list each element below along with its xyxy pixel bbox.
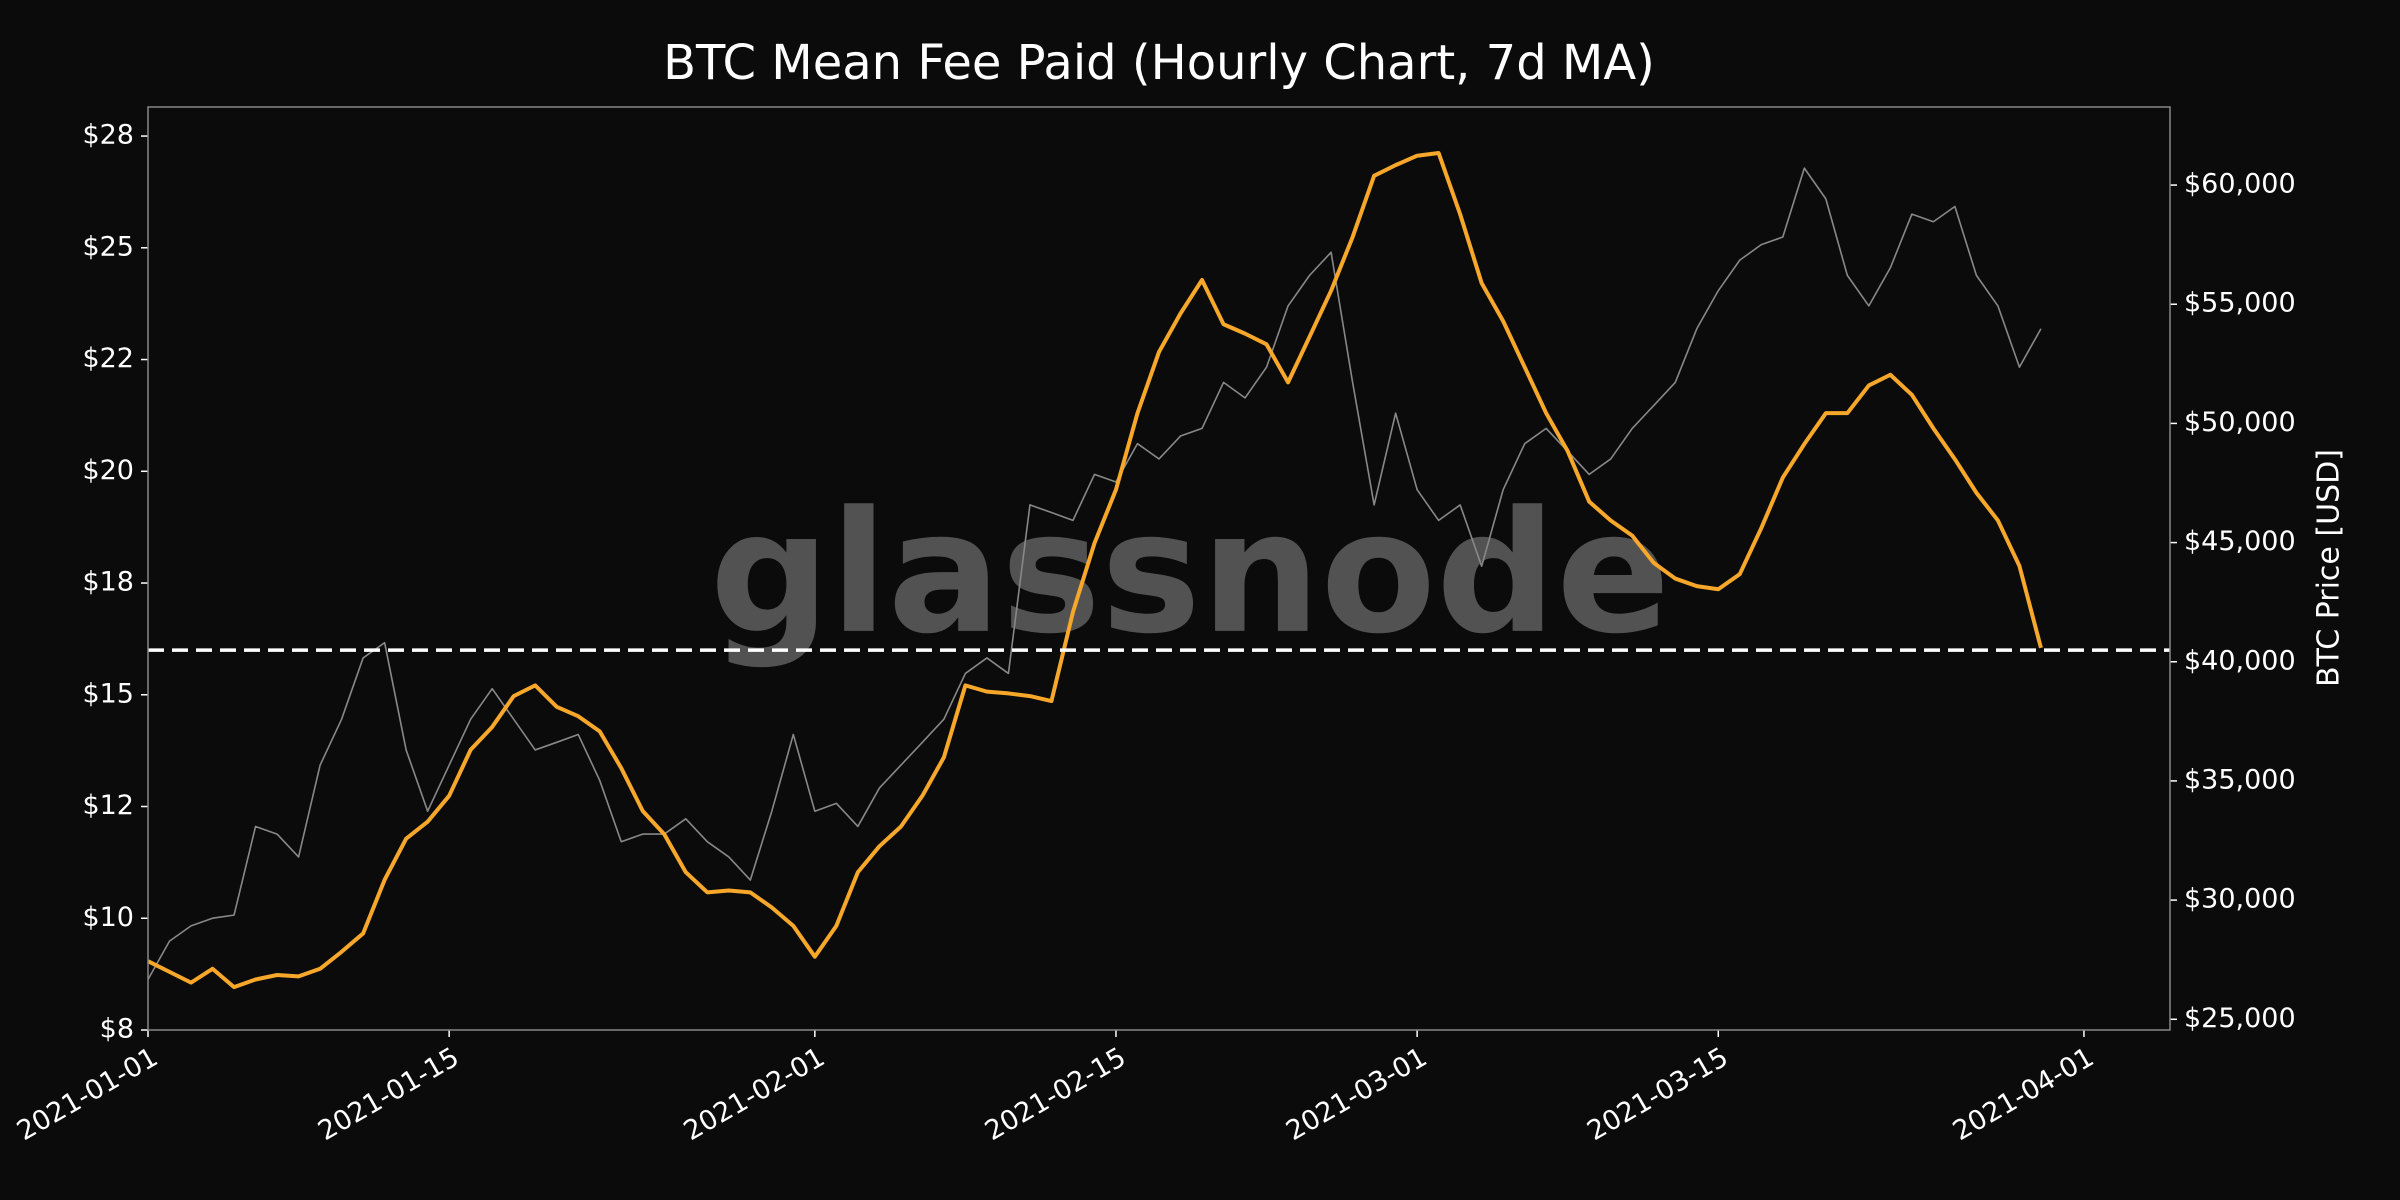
y2-tick-label: $45,000 xyxy=(2184,526,2296,557)
y2-tick-label: $30,000 xyxy=(2184,884,2296,915)
y2-tick-label: $35,000 xyxy=(2184,764,2296,795)
y2-axis-label: BTC Price [USD] xyxy=(2312,449,2347,687)
y2-tick-label: $40,000 xyxy=(2184,645,2296,676)
y-tick-label: $20 xyxy=(82,455,134,486)
y-tick-label: $12 xyxy=(82,790,134,821)
y2-tick-label: $55,000 xyxy=(2184,288,2296,319)
y2-tick-label: $50,000 xyxy=(2184,407,2296,438)
y-tick-label: $15 xyxy=(82,678,134,709)
y-tick-label: $18 xyxy=(82,567,134,598)
y2-tick-label: $25,000 xyxy=(2184,1003,2296,1034)
y2-tick-label: $60,000 xyxy=(2184,169,2296,200)
fee-line xyxy=(147,151,2043,990)
price-line xyxy=(147,167,2042,980)
y-tick-label: $28 xyxy=(82,120,134,151)
watermark: glassnode xyxy=(710,475,1670,671)
plot-frame xyxy=(147,106,2171,1031)
chart-title: BTC Mean Fee Paid (Hourly Chart, 7d MA) xyxy=(663,35,1655,91)
y-tick-label: $10 xyxy=(82,902,134,933)
y-tick-label: $25 xyxy=(82,231,134,262)
y-tick-label: $8 xyxy=(100,1014,134,1045)
y-tick-label: $22 xyxy=(82,343,134,374)
